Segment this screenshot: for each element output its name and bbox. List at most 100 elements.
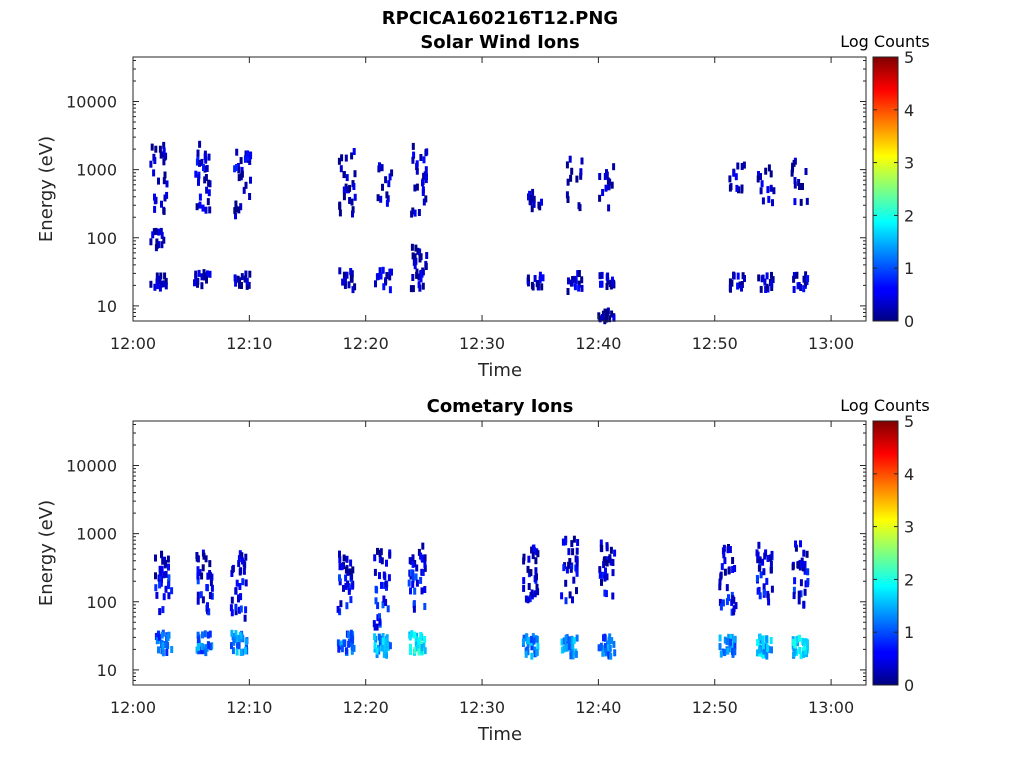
spectrogram-cell	[153, 193, 156, 201]
spectrogram-cell	[723, 636, 727, 644]
spectrogram-cell	[524, 595, 528, 603]
spectrogram-cell	[575, 547, 579, 555]
spectrogram-cell	[769, 566, 773, 574]
spectrogram-cell	[196, 555, 200, 563]
spectrogram-cell	[415, 564, 419, 572]
spectrogram-cell	[575, 587, 578, 595]
spectrogram-cell	[802, 285, 806, 293]
spectrogram-cell	[607, 651, 611, 659]
spectrogram-cell	[757, 564, 761, 572]
spectrogram-cell	[793, 177, 797, 184]
spectrogram-cell	[598, 272, 602, 280]
spectrogram-cell	[532, 544, 536, 552]
spectrogram-cell	[208, 630, 212, 638]
spectrogram-cell	[533, 275, 537, 282]
spectrogram-cell	[608, 280, 612, 288]
spectrogram-cell	[769, 560, 773, 568]
spectrogram-cell	[210, 592, 214, 600]
spectrogram-cell	[158, 284, 162, 292]
spectrogram-cell	[160, 565, 164, 573]
spectrogram-cell	[536, 588, 540, 596]
spectrogram-cell	[721, 599, 725, 607]
spectrogram-cell	[761, 635, 765, 643]
spectrogram-cell	[793, 198, 797, 206]
spectrogram-cell	[609, 546, 613, 554]
spectrogram-cell	[526, 596, 530, 604]
spectrogram-cell	[802, 549, 806, 557]
spectrogram-cell	[164, 585, 168, 593]
spectrogram-cell	[237, 606, 241, 614]
spectrogram-cell	[797, 179, 801, 186]
spectrogram-cell	[384, 580, 388, 588]
spectrogram-cell	[166, 642, 170, 649]
spectrogram-cell	[248, 193, 252, 200]
spectrogram-cell	[231, 566, 235, 573]
spectrogram-cell	[244, 553, 248, 561]
spectrogram-cell	[731, 648, 734, 655]
spectrogram-cell	[801, 183, 804, 190]
spectrogram-cell	[534, 567, 538, 575]
spectrogram-cell	[375, 623, 379, 631]
spectrogram-cell	[417, 281, 421, 289]
spectrogram-cell	[572, 637, 576, 644]
spectrogram-cell	[160, 550, 163, 558]
spectrogram-cell	[154, 572, 157, 580]
spectrogram-cell	[409, 285, 413, 293]
spectrogram-cell	[202, 164, 205, 172]
spectrogram-cell	[244, 606, 248, 614]
spectrogram-cell	[719, 573, 723, 581]
spectrogram-cell	[606, 640, 609, 648]
spectrogram-cell	[163, 171, 167, 179]
spectrogram-cell	[194, 274, 198, 282]
spectrogram-cell	[154, 227, 158, 235]
spectrogram-cell	[805, 639, 809, 646]
spectrogram-cell	[149, 238, 153, 246]
spectrogram-cell	[159, 272, 163, 280]
spectrogram-cell	[420, 587, 424, 595]
spectrogram-cell	[387, 574, 391, 582]
spectrogram-cell	[197, 643, 200, 651]
spectrogram-cell	[246, 150, 249, 158]
spectrogram-cell	[419, 154, 423, 161]
spectrogram-cell	[771, 276, 775, 284]
spectrogram-cell	[570, 540, 574, 548]
spectrogram-cell	[412, 258, 416, 266]
spectrogram-cell	[201, 647, 205, 655]
colorbar-tick-label: 1	[904, 259, 914, 278]
spectrogram-cell	[235, 648, 239, 656]
spectrogram-cell	[608, 644, 612, 652]
spectrogram-cell	[414, 244, 418, 252]
spectrogram-cell	[531, 552, 535, 560]
spectrogram-cell	[202, 269, 206, 277]
spectrogram-cell	[243, 155, 247, 163]
spectrogram-cell	[159, 579, 163, 587]
spectrogram-cell	[759, 285, 763, 293]
spectrogram-cell	[414, 257, 418, 265]
spectrogram-cell	[768, 554, 772, 562]
spectrogram-cell	[379, 195, 383, 203]
spectrogram-cell	[415, 167, 419, 175]
spectrogram-cell	[530, 652, 534, 660]
spectrogram-cell	[731, 557, 735, 564]
spectrogram-cell	[799, 590, 803, 598]
spectrogram-cell	[198, 193, 202, 201]
spectrogram-cell	[602, 634, 605, 642]
spectrogram-cell	[564, 597, 568, 605]
figure-title: RPCICA160216T12.PNG	[382, 8, 618, 29]
spectrogram-cell	[241, 578, 245, 586]
y-tick-label: 10	[97, 297, 117, 316]
spectrogram-cell	[575, 634, 579, 642]
y-axis: 10 100 1000 10000	[66, 59, 866, 322]
y-tick-label: 10	[97, 661, 117, 680]
spectrogram-cell	[804, 580, 808, 588]
spectrogram-cell	[535, 573, 538, 581]
spectrogram-cell	[230, 570, 234, 577]
spectrogram-cell	[243, 275, 247, 283]
spectrogram-cell	[208, 206, 212, 214]
spectrogram-cell	[373, 642, 377, 649]
spectrogram-cell	[381, 266, 385, 274]
panel-title: Solar Wind Ions	[420, 32, 579, 53]
spectrogram-cell	[205, 186, 209, 194]
spectrogram-cell	[209, 579, 213, 587]
spectrogram-cell	[201, 204, 205, 212]
